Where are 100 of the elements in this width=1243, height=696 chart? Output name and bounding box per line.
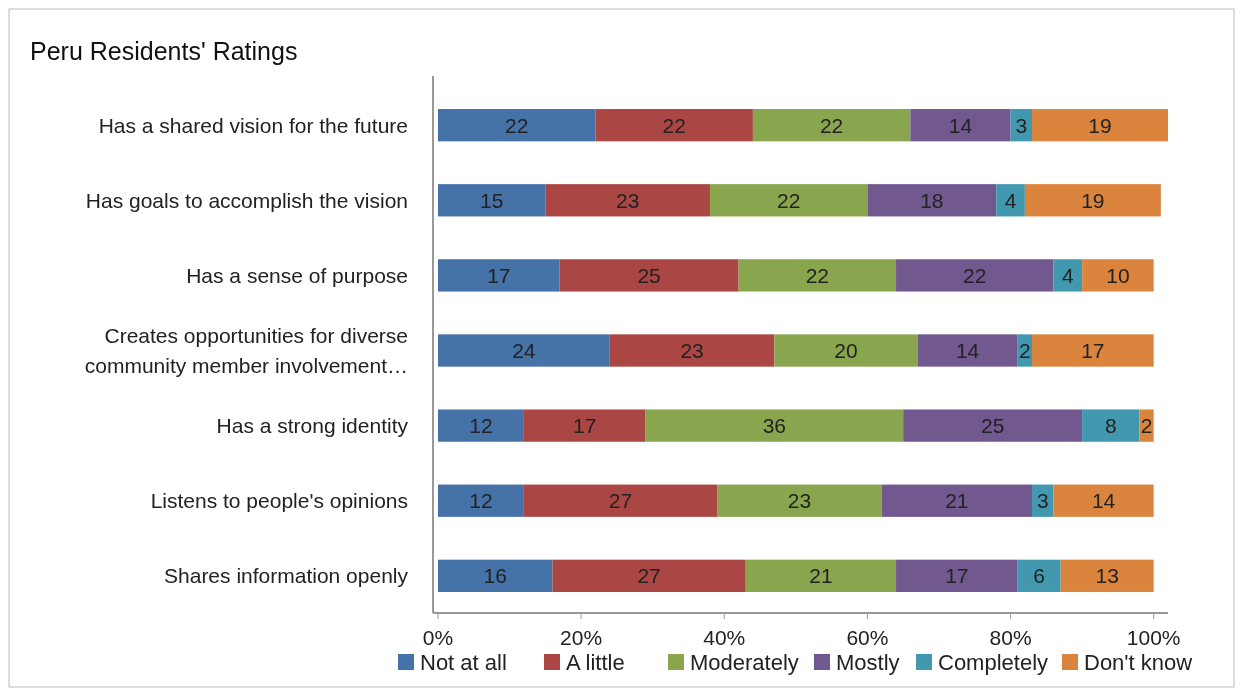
data-label: 10 bbox=[1106, 263, 1130, 287]
data-label: 22 bbox=[777, 188, 801, 212]
data-label: 17 bbox=[487, 263, 511, 287]
bar bbox=[752, 109, 911, 142]
bar bbox=[523, 484, 718, 517]
y-tick-label: Has a shared vision for the future bbox=[98, 113, 408, 137]
bar bbox=[717, 484, 882, 517]
bar bbox=[1024, 184, 1161, 217]
bar bbox=[1082, 259, 1154, 292]
data-label: 24 bbox=[512, 338, 536, 362]
data-label: 21 bbox=[809, 564, 833, 588]
data-label: 19 bbox=[1081, 188, 1105, 212]
data-label: 3 bbox=[1015, 113, 1028, 137]
bar bbox=[609, 334, 775, 367]
bar bbox=[438, 559, 553, 592]
bar bbox=[1053, 484, 1154, 517]
data-label: 14 bbox=[948, 113, 973, 137]
data-label: 21 bbox=[945, 489, 969, 513]
data-label: 18 bbox=[920, 188, 944, 212]
data-label: 2 bbox=[1140, 413, 1153, 437]
legend-label: Don't know bbox=[1084, 650, 1193, 675]
data-label: 25 bbox=[637, 263, 661, 287]
data-label: 8 bbox=[1104, 413, 1117, 437]
bar bbox=[903, 409, 1083, 442]
bar bbox=[595, 109, 753, 142]
bar bbox=[545, 184, 710, 217]
bar bbox=[438, 334, 610, 367]
legend-label: Mostly bbox=[836, 650, 900, 675]
data-label: 14 bbox=[1091, 489, 1116, 513]
bar bbox=[438, 184, 546, 217]
data-label: 17 bbox=[1081, 338, 1105, 362]
y-tick-label: Listens to people's opinions bbox=[150, 489, 408, 513]
x-tick-label: 20% bbox=[560, 626, 603, 649]
x-tick-label: 80% bbox=[989, 626, 1032, 649]
data-label: 16 bbox=[483, 564, 507, 588]
bar bbox=[552, 559, 746, 592]
data-label: 3 bbox=[1036, 489, 1049, 513]
bar bbox=[709, 184, 868, 217]
data-label: 4 bbox=[1004, 188, 1017, 212]
bar bbox=[774, 334, 918, 367]
x-tick-label: 0% bbox=[422, 626, 454, 649]
bar bbox=[1032, 109, 1168, 142]
bar bbox=[1053, 259, 1083, 292]
data-label: 27 bbox=[637, 564, 661, 588]
legend-label: Completely bbox=[938, 650, 1049, 675]
data-label: 22 bbox=[662, 113, 686, 137]
data-label: 23 bbox=[615, 188, 640, 212]
bar bbox=[1082, 409, 1140, 442]
bar bbox=[917, 334, 1018, 367]
bar bbox=[745, 559, 897, 592]
bar bbox=[1032, 334, 1154, 367]
bar bbox=[896, 559, 1018, 592]
legend-label: Not at all bbox=[420, 650, 507, 675]
bar bbox=[438, 259, 560, 292]
data-label: 2 bbox=[1019, 338, 1031, 362]
x-tick-label: 40% bbox=[703, 626, 746, 649]
data-label: 4 bbox=[1061, 263, 1074, 287]
data-label: 22 bbox=[505, 113, 529, 137]
bar bbox=[910, 109, 1011, 142]
x-tick-label: 60% bbox=[846, 626, 889, 649]
data-label: 12 bbox=[469, 413, 493, 437]
y-tick-label: Creates opportunities for diverse community member involvement… bbox=[84, 323, 408, 377]
data-label: 22 bbox=[963, 263, 987, 287]
bar bbox=[438, 484, 524, 517]
data-label: 36 bbox=[762, 413, 787, 437]
data-label: 13 bbox=[1095, 564, 1119, 588]
text: Peru Residents' Ratings bbox=[30, 37, 298, 65]
x-tick-label: 100% bbox=[1126, 626, 1181, 649]
bar bbox=[559, 259, 739, 292]
y-tick-label: Has goals to accomplish the vision bbox=[85, 188, 408, 212]
data-label: 22 bbox=[805, 263, 829, 287]
bar bbox=[738, 259, 897, 292]
bar bbox=[1139, 409, 1154, 442]
bar bbox=[1017, 559, 1061, 592]
bar bbox=[523, 409, 646, 442]
bar bbox=[996, 184, 1025, 217]
bar bbox=[1060, 559, 1154, 592]
bar bbox=[438, 109, 596, 142]
data-label: 15 bbox=[480, 188, 504, 212]
data-label: 23 bbox=[680, 338, 704, 362]
data-label: 20 bbox=[834, 338, 858, 362]
legend-label: Moderately bbox=[690, 650, 799, 675]
data-label: 17 bbox=[945, 564, 969, 588]
bar bbox=[438, 409, 524, 442]
y-tick-label: Has a strong identity bbox=[216, 413, 409, 437]
data-label: 17 bbox=[573, 413, 597, 437]
data-label: 12 bbox=[469, 489, 493, 513]
data-label: 27 bbox=[608, 489, 633, 513]
data-label: 25 bbox=[980, 413, 1005, 437]
data-label: 19 bbox=[1088, 113, 1112, 137]
y-tick-label: Shares information openly bbox=[164, 564, 409, 588]
bar bbox=[645, 409, 904, 442]
data-label: 14 bbox=[955, 338, 980, 362]
data-label: 6 bbox=[1033, 564, 1046, 588]
y-tick-label: Has a sense of purpose bbox=[186, 263, 408, 287]
bar bbox=[881, 484, 1033, 517]
bar bbox=[896, 259, 1054, 292]
bar bbox=[867, 184, 997, 217]
data-label: 23 bbox=[787, 489, 812, 513]
legend-label: A little bbox=[566, 650, 625, 675]
